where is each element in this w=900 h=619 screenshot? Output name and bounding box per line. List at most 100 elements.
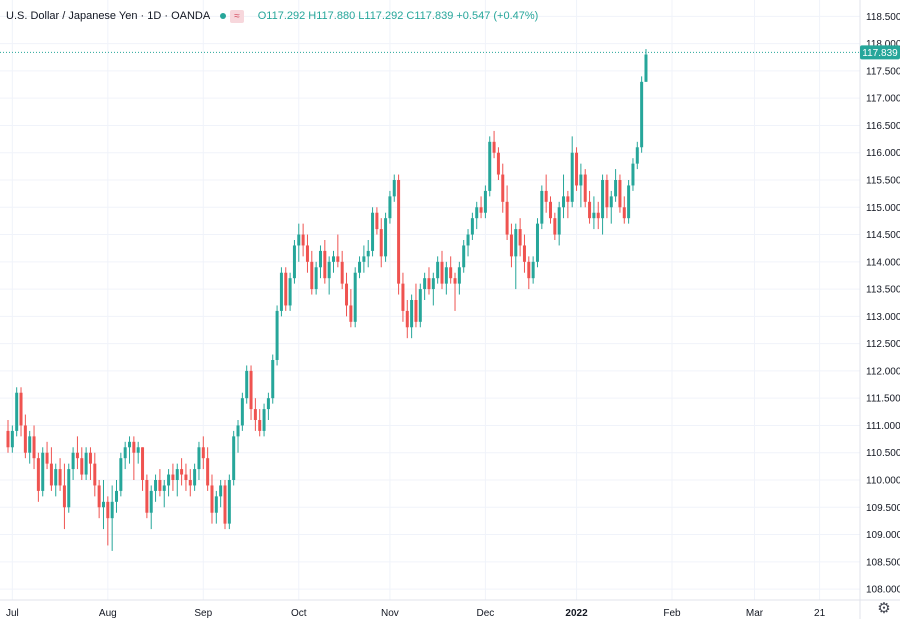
candle-body xyxy=(353,272,357,322)
candle-body xyxy=(227,480,231,524)
y-tick-label: 111.000 xyxy=(866,421,900,432)
candle-body xyxy=(245,370,249,399)
candle-body xyxy=(449,267,453,279)
candle-body xyxy=(362,256,366,262)
candle-body xyxy=(28,436,32,453)
candle-body xyxy=(41,452,45,491)
x-tick-label: Sep xyxy=(194,608,212,619)
symbol-title[interactable]: U.S. Dollar / Japanese Yen · 1D · OANDA xyxy=(6,10,211,22)
candle-body xyxy=(219,485,223,497)
candle-body xyxy=(223,485,227,524)
candle-body xyxy=(436,261,440,279)
candle-body xyxy=(635,147,639,164)
y-tick-label: 115.500 xyxy=(866,176,900,187)
candle-body xyxy=(644,54,648,82)
candle-body xyxy=(596,212,600,219)
x-tick-label: 2022 xyxy=(565,608,588,619)
candle-body xyxy=(562,196,566,208)
candle-body xyxy=(453,278,457,284)
candle-body xyxy=(549,201,552,219)
x-tick-label: Feb xyxy=(663,608,681,619)
last-price-tag: 117.839 xyxy=(860,45,900,60)
x-tick-label: Nov xyxy=(381,608,399,619)
low-label: L xyxy=(358,10,365,22)
candle-body xyxy=(384,218,388,257)
candle-body xyxy=(84,452,88,475)
y-tick-label: 117.000 xyxy=(866,94,900,105)
candle-body xyxy=(275,310,279,360)
ohlc-values: O117.292 H117.880 L117.292 C117.839 +0.5… xyxy=(258,10,539,22)
candle-body xyxy=(444,267,448,284)
candle-body xyxy=(93,463,97,486)
price-axis[interactable]: 118.500 118.000 117.500 117.000 116.500 116.0… xyxy=(866,12,900,596)
candle-body xyxy=(115,490,118,502)
candle-body xyxy=(249,370,253,410)
candle-body xyxy=(167,474,171,486)
y-tick-label: 114.000 xyxy=(866,257,900,268)
candle-body xyxy=(605,180,609,208)
candle-body xyxy=(253,409,257,420)
candle-body xyxy=(49,463,53,486)
open-value: 117.292 xyxy=(266,10,306,22)
candle-body xyxy=(340,261,344,284)
candle-body xyxy=(609,196,613,208)
candle-body xyxy=(557,207,561,235)
x-tick-label: Oct xyxy=(291,608,307,619)
time-axis[interactable]: Jul Aug Sep Oct Nov Dec 2022 Feb Mar 21 xyxy=(6,608,826,619)
candle-body xyxy=(292,245,296,279)
candle-body xyxy=(128,441,132,448)
candle-body xyxy=(492,141,496,153)
candle-body xyxy=(19,392,23,426)
y-tick-label: 115.000 xyxy=(866,203,900,214)
y-tick-label: 112.000 xyxy=(866,366,900,377)
candle-body xyxy=(440,261,444,284)
candle-body xyxy=(622,207,626,219)
candle-body xyxy=(10,430,14,448)
candle-body xyxy=(509,234,513,257)
candle-body xyxy=(575,152,579,186)
candle-body xyxy=(15,392,19,431)
candle-body xyxy=(470,218,474,235)
candle-body xyxy=(180,469,184,475)
candle-body xyxy=(418,289,422,322)
candle-body xyxy=(457,267,461,284)
gear-icon[interactable]: ⚙ xyxy=(877,600,891,617)
candle-body xyxy=(501,174,505,202)
candle-body xyxy=(414,300,418,322)
candle-body xyxy=(323,250,327,279)
y-tick-label: 113.000 xyxy=(866,312,900,323)
candle-body xyxy=(427,278,431,290)
candle-body xyxy=(32,436,36,459)
candle-body xyxy=(592,212,596,219)
y-tick-label: 109.000 xyxy=(866,530,900,541)
candle-body xyxy=(505,201,509,235)
candle-body xyxy=(175,469,179,480)
candle-body xyxy=(466,234,470,246)
candle-body xyxy=(132,441,136,453)
high-value: 117.880 xyxy=(316,10,356,22)
candle-body xyxy=(88,452,92,464)
candle-body xyxy=(496,152,500,175)
candle-body xyxy=(36,458,40,491)
candle-body xyxy=(297,234,301,246)
low-value: 117.292 xyxy=(364,10,404,22)
candle-body xyxy=(101,501,105,508)
y-tick-label: 108.000 xyxy=(866,585,900,596)
candle-body xyxy=(305,245,309,262)
candle-body xyxy=(527,261,531,279)
candle-body xyxy=(349,305,353,322)
candle-body xyxy=(483,190,487,213)
candle-body xyxy=(106,501,110,519)
x-tick-label: Jul xyxy=(6,608,19,619)
candle-body xyxy=(462,245,466,268)
candle-body xyxy=(23,425,27,453)
y-tick-label: 108.500 xyxy=(866,557,900,568)
y-tick-label: 110.500 xyxy=(866,448,900,459)
wave-icon[interactable]: ≈ xyxy=(230,9,244,23)
candle-body xyxy=(371,212,375,251)
candle-body xyxy=(345,283,349,306)
candle-body xyxy=(279,272,283,311)
candle-body xyxy=(614,180,618,197)
candle-body xyxy=(332,256,335,262)
